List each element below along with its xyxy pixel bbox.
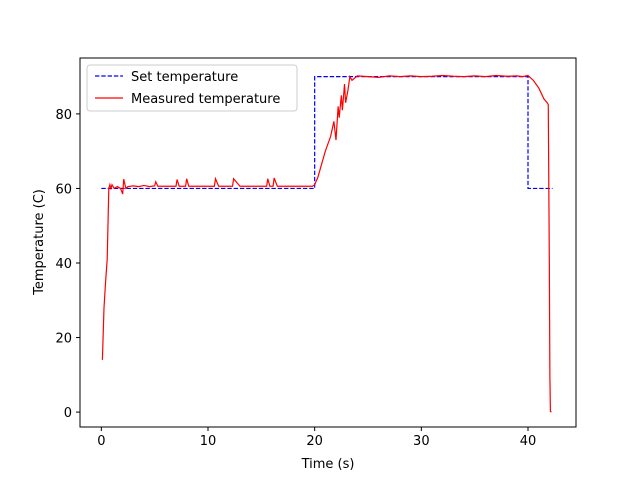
y-tick-label: 60 bbox=[55, 182, 72, 197]
y-axis-label: Temperature (C) bbox=[32, 189, 47, 296]
plot-area bbox=[101, 74, 553, 413]
y-tick-label: 0 bbox=[64, 406, 72, 421]
legend-box bbox=[86, 64, 298, 112]
x-tick-label: 0 bbox=[97, 434, 105, 449]
plot-frame bbox=[79, 57, 577, 428]
legend-label-measured-temperature: Measured temperature bbox=[131, 92, 280, 107]
y-tick-label: 20 bbox=[55, 332, 72, 347]
legend-label-set-temperature: Set temperature bbox=[131, 70, 238, 85]
x-tick-label: 40 bbox=[520, 434, 537, 449]
y-tick-label: 80 bbox=[55, 108, 72, 123]
y-tick-label: 40 bbox=[55, 257, 72, 272]
legend: Set temperature Measured temperature bbox=[86, 64, 298, 112]
x-tick-label: 10 bbox=[200, 434, 217, 449]
y-axis: 0 20 40 60 80 bbox=[55, 108, 80, 421]
x-axis: 0 10 20 30 40 bbox=[97, 427, 536, 449]
x-tick-label: 30 bbox=[413, 434, 430, 449]
x-axis-label: Time (s) bbox=[301, 457, 355, 472]
series-line-measured-temperature bbox=[101, 74, 552, 413]
x-tick-label: 20 bbox=[306, 434, 323, 449]
